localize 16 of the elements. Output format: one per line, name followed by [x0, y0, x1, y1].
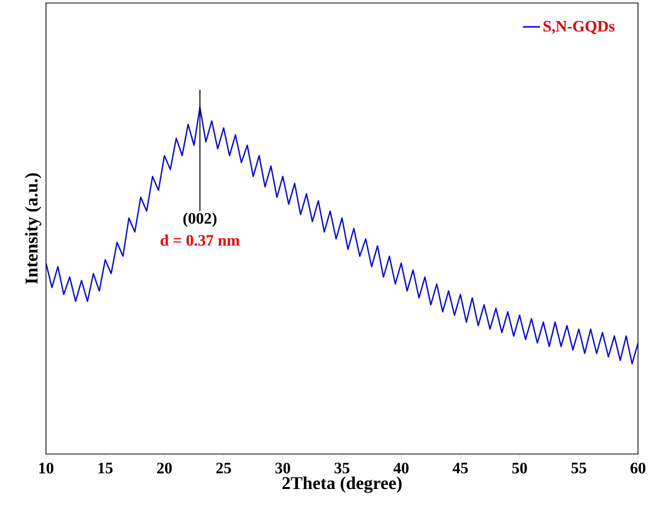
x-tick-label: 10 [39, 462, 54, 474]
x-tick-label: 50 [512, 462, 527, 474]
x-axis-title: 2Theta (degree) [282, 476, 402, 493]
x-tick-label: 20 [157, 462, 172, 474]
x-tick-label: 40 [393, 462, 409, 474]
x-tick-label: 55 [571, 462, 586, 474]
annotation: (002) [183, 212, 216, 227]
x-tick-label: 60 [630, 462, 646, 474]
legend-label: S,N-GQDs [544, 20, 614, 34]
x-tick-label: 35 [334, 462, 350, 474]
annotation: d = 0.37 nm [160, 234, 240, 246]
x-tick-label: 45 [452, 462, 468, 474]
x-tick-label: 30 [275, 462, 290, 474]
x-tick-label: 15 [98, 462, 113, 474]
x-tick-label: 25 [216, 462, 231, 474]
y-axis-title: Intensity (a.u.) [24, 173, 42, 284]
